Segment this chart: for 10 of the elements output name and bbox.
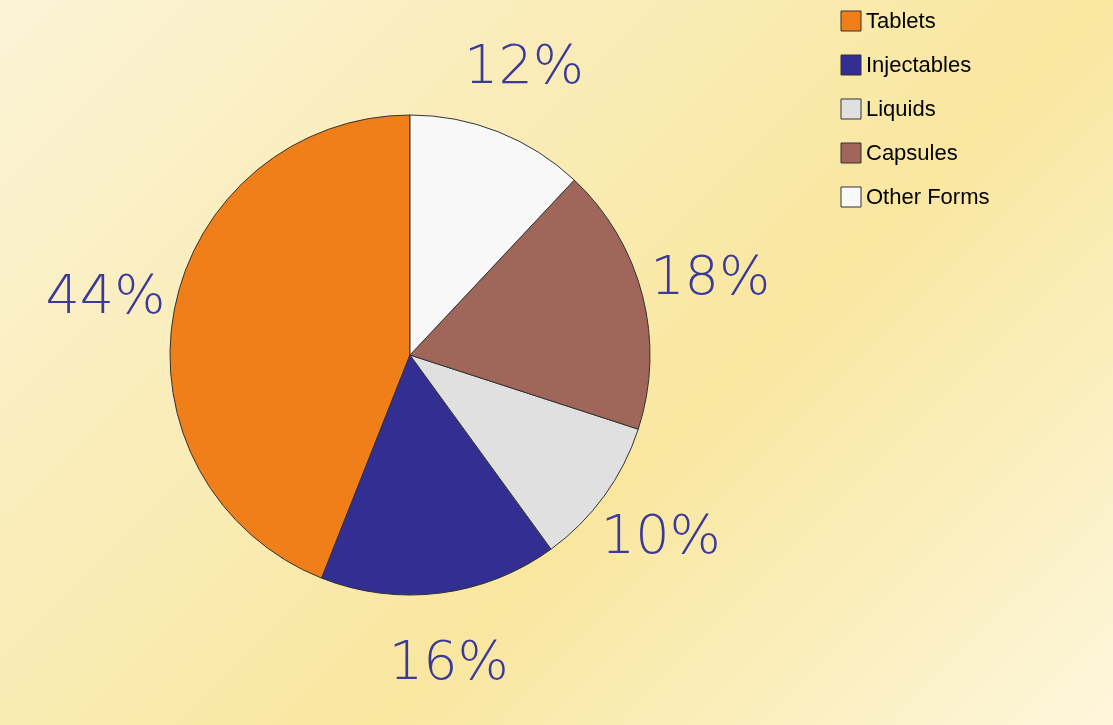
legend-label: Capsules: [866, 140, 958, 165]
data-label: 12%: [464, 32, 585, 96]
legend-label: Tablets: [866, 8, 936, 33]
data-label: 10%: [600, 503, 721, 567]
data-label: 44%: [45, 262, 166, 326]
legend-label: Other Forms: [866, 184, 990, 209]
legend-label: Liquids: [866, 96, 936, 121]
data-label: 16%: [388, 628, 509, 692]
data-label: 18%: [650, 243, 771, 307]
legend-label: Injectables: [866, 52, 972, 77]
